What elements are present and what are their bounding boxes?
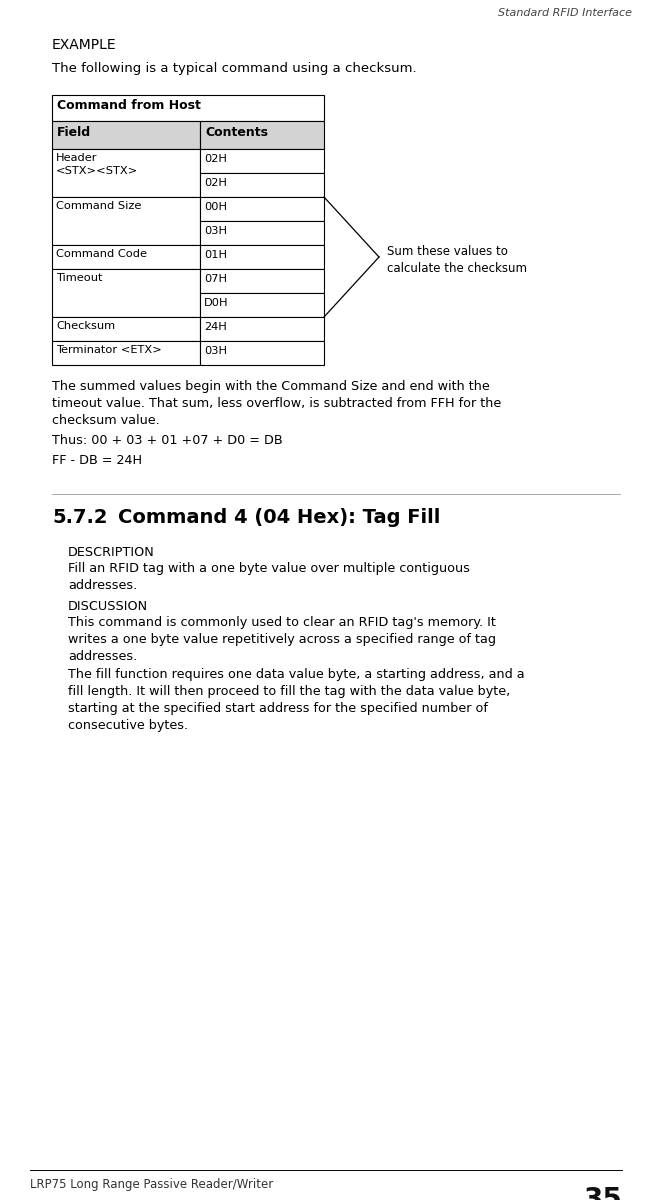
Text: Contents: Contents (205, 126, 268, 139)
Text: FF - DB = 24H: FF - DB = 24H (52, 454, 142, 467)
Text: The fill function requires one data value byte, a starting address, and a
fill l: The fill function requires one data valu… (68, 668, 525, 732)
Text: Field: Field (57, 126, 91, 139)
Bar (52, 197, 200, 245)
Text: Thus: 00 + 03 + 01 +07 + D0 = DB: Thus: 00 + 03 + 01 +07 + D0 = DB (52, 434, 282, 446)
Text: 5.7.2: 5.7.2 (52, 508, 108, 527)
Text: 03H: 03H (204, 226, 227, 236)
Bar (200, 197, 324, 221)
Text: 35: 35 (583, 1186, 622, 1200)
Text: The summed values begin with the Command Size and end with the
timeout value. Th: The summed values begin with the Command… (52, 380, 501, 427)
Bar (200, 149, 324, 173)
Bar (52, 149, 200, 197)
Text: EXAMPLE: EXAMPLE (52, 38, 117, 52)
Bar (200, 173, 324, 197)
Text: 07H: 07H (204, 274, 227, 284)
Text: Command Size: Command Size (56, 200, 141, 211)
Text: Fill an RFID tag with a one byte value over multiple contiguous
addresses.: Fill an RFID tag with a one byte value o… (68, 562, 470, 592)
Bar (200, 121, 324, 149)
Bar (52, 121, 200, 149)
Text: Checksum: Checksum (56, 320, 115, 331)
Text: This command is commonly used to clear an RFID tag's memory. It
writes a one byt: This command is commonly used to clear a… (68, 616, 496, 662)
Text: D0H: D0H (204, 298, 229, 308)
Text: 24H: 24H (204, 322, 227, 332)
Bar (200, 341, 324, 365)
Text: 01H: 01H (204, 250, 227, 260)
Text: DESCRIPTION: DESCRIPTION (68, 546, 155, 559)
Bar (52, 269, 200, 317)
Bar (52, 95, 324, 121)
Text: Sum these values to
calculate the checksum: Sum these values to calculate the checks… (387, 245, 527, 275)
Text: Header
<STX><STX>: Header <STX><STX> (56, 152, 138, 176)
Bar (200, 245, 324, 269)
Bar (52, 245, 200, 269)
Bar (200, 317, 324, 341)
Bar (52, 341, 200, 365)
Text: Command 4 (04 Hex): Tag Fill: Command 4 (04 Hex): Tag Fill (118, 508, 440, 527)
Text: DISCUSSION: DISCUSSION (68, 600, 148, 613)
Bar (200, 293, 324, 317)
Text: LRP75 Long Range Passive Reader/Writer: LRP75 Long Range Passive Reader/Writer (30, 1178, 273, 1190)
Text: 03H: 03H (204, 346, 227, 356)
Text: 02H: 02H (204, 154, 227, 164)
Text: Standard RFID Interface: Standard RFID Interface (498, 8, 632, 18)
Text: Command Code: Command Code (56, 248, 147, 259)
Text: 02H: 02H (204, 178, 227, 188)
Bar (52, 317, 200, 341)
Text: The following is a typical command using a checksum.: The following is a typical command using… (52, 62, 417, 74)
Bar (200, 269, 324, 293)
Bar (200, 221, 324, 245)
Text: Terminator <ETX>: Terminator <ETX> (56, 346, 162, 355)
Text: 00H: 00H (204, 202, 227, 212)
Text: Timeout: Timeout (56, 272, 102, 283)
Text: Command from Host: Command from Host (57, 98, 201, 112)
